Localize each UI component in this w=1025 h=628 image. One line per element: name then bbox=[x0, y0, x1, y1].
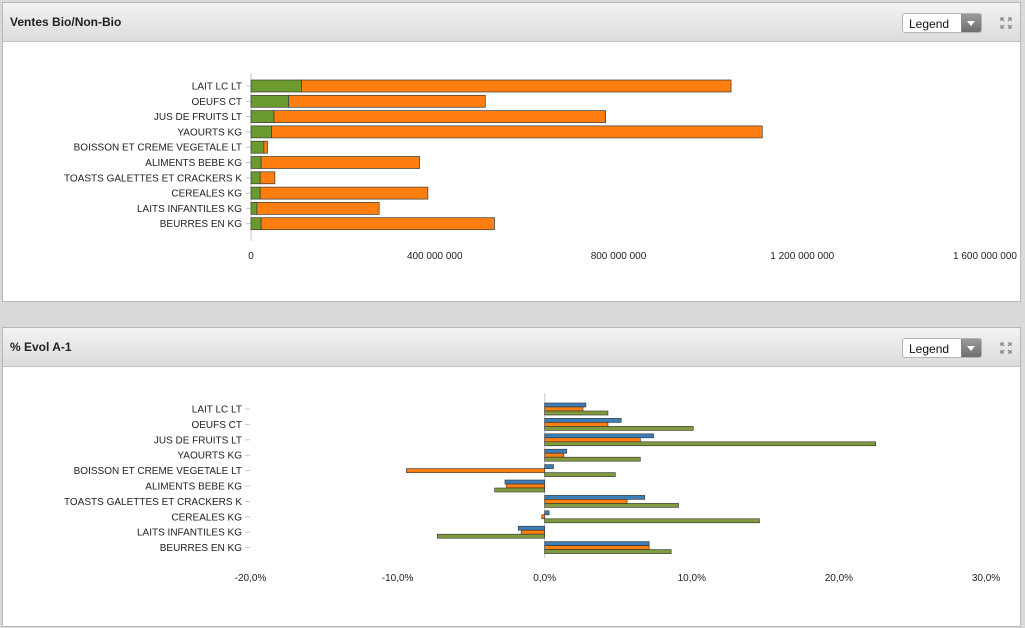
bar bbox=[544, 441, 876, 447]
bar-segment bbox=[250, 125, 273, 139]
category-label: OEUFS CT bbox=[191, 420, 242, 431]
bar bbox=[517, 525, 545, 531]
bar bbox=[544, 422, 609, 427]
bar bbox=[544, 472, 616, 477]
x-tick-label: -10,0% bbox=[382, 573, 414, 584]
bar bbox=[437, 533, 545, 539]
x-tick-label: 30,0% bbox=[972, 573, 1000, 584]
category-label: YAOURTS KG bbox=[177, 127, 242, 138]
bar-segment bbox=[256, 202, 380, 215]
bar-segment bbox=[250, 140, 265, 154]
chart-panel-ventes: Ventes Bio/Non-Bio Legend LAIT LC LT OEUF… bbox=[2, 2, 1021, 302]
bar bbox=[520, 529, 546, 535]
category-label: TOASTS GALETTES ET CRACKERS K bbox=[64, 497, 242, 508]
bar-segment bbox=[250, 110, 275, 123]
x-tick-label: 0 bbox=[248, 251, 254, 262]
x-tick-label: 10,0% bbox=[678, 573, 706, 584]
x-tick-label: 20,0% bbox=[825, 573, 853, 584]
bar-segment bbox=[250, 217, 262, 231]
bar bbox=[506, 483, 546, 489]
chevron-down-icon[interactable] bbox=[961, 339, 981, 357]
bar bbox=[544, 510, 550, 516]
x-tick-label: 1 600 000 000 bbox=[953, 251, 1017, 262]
bar-segment bbox=[273, 110, 606, 123]
bar-segment bbox=[263, 140, 268, 154]
bar bbox=[544, 499, 628, 504]
bar-segment bbox=[301, 79, 732, 93]
panel-header: Ventes Bio/Non-Bio Legend bbox=[3, 3, 1020, 42]
bar bbox=[544, 452, 565, 458]
bar-segment bbox=[259, 186, 429, 200]
category-label: ALIMENTS BEBE KG bbox=[145, 158, 242, 169]
bar bbox=[406, 468, 545, 473]
x-tick-label: 1 200 000 000 bbox=[770, 251, 834, 262]
bar-segment bbox=[260, 156, 420, 169]
bar bbox=[544, 426, 694, 431]
category-label: BEURRES EN KG bbox=[160, 219, 242, 230]
chart-panel-evol: % Evol A-1 Legend LAIT LC LT OEUFS CT JUS … bbox=[2, 327, 1021, 627]
bar-segment bbox=[250, 79, 302, 93]
bar bbox=[544, 464, 554, 469]
bar-segment bbox=[250, 186, 261, 200]
category-label: OEUFS CT bbox=[191, 97, 242, 108]
expand-icon[interactable] bbox=[999, 16, 1013, 30]
bar bbox=[541, 514, 545, 520]
panel-header: % Evol A-1 Legend bbox=[3, 328, 1020, 367]
legend-dropdown-label: Legend bbox=[909, 342, 950, 356]
category-label: CEREALES KG bbox=[171, 189, 242, 200]
category-label: LAIT LC LT bbox=[192, 405, 242, 416]
bar bbox=[544, 545, 650, 550]
x-tick-label: 800 000 000 bbox=[591, 251, 647, 262]
x-tick-label: -20,0% bbox=[235, 573, 267, 584]
category-label: CEREALES KG bbox=[171, 512, 242, 523]
bar bbox=[504, 479, 546, 485]
panel-title: % Evol A-1 bbox=[10, 340, 72, 354]
category-label: YAOURTS KG bbox=[177, 451, 242, 462]
bar-segment bbox=[250, 156, 262, 169]
bar-segment bbox=[271, 125, 763, 139]
bar bbox=[544, 402, 587, 408]
panel-title: Ventes Bio/Non-Bio bbox=[10, 15, 122, 29]
chart-ventes-bio-non-bio: LAIT LC LT OEUFS CT JUS DE FRUITS LT YAOURT… bbox=[64, 73, 1017, 262]
bar-segment bbox=[250, 171, 261, 185]
category-label: ALIMENTS BEBE KG bbox=[145, 482, 242, 493]
x-tick-label: 0,0% bbox=[533, 573, 556, 584]
bar-segment bbox=[288, 94, 486, 108]
category-label: TOASTS GALETTES ET CRACKERS K bbox=[64, 173, 242, 184]
bar bbox=[544, 541, 650, 546]
bar bbox=[544, 418, 622, 423]
legend-dropdown[interactable]: Legend bbox=[902, 338, 982, 358]
bar bbox=[544, 448, 568, 454]
expand-icon[interactable] bbox=[999, 341, 1013, 355]
category-label: BEURRES EN KG bbox=[160, 543, 242, 554]
category-label: BOISSON ET CREME VEGETALE LT bbox=[74, 466, 242, 477]
bar bbox=[544, 410, 609, 416]
category-label: LAITS INFANTILES KG bbox=[137, 204, 242, 215]
bar bbox=[544, 437, 641, 443]
category-label: JUS DE FRUITS LT bbox=[154, 435, 242, 446]
legend-dropdown-label: Legend bbox=[909, 17, 950, 31]
bar-segment bbox=[250, 202, 258, 215]
bar bbox=[544, 406, 584, 412]
category-label: JUS DE FRUITS LT bbox=[154, 112, 242, 123]
bar-segment bbox=[259, 171, 276, 185]
x-tick-label: 400 000 000 bbox=[407, 251, 463, 262]
chart-evol-a-1: LAIT LC LT OEUFS CT JUS DE FRUITS LT YAOURT… bbox=[64, 393, 1000, 584]
chevron-down-icon[interactable] bbox=[961, 14, 981, 32]
category-label: LAIT LC LT bbox=[192, 82, 242, 93]
bar bbox=[494, 487, 546, 493]
bar-segment bbox=[250, 94, 290, 108]
category-label: BOISSON ET CREME VEGETALE LT bbox=[74, 143, 242, 154]
bar bbox=[544, 456, 641, 462]
bar bbox=[544, 433, 654, 439]
bar bbox=[544, 503, 679, 508]
category-label: LAITS INFANTILES KG bbox=[137, 528, 242, 539]
bar-segment bbox=[260, 217, 495, 231]
bar bbox=[544, 495, 646, 500]
bar bbox=[544, 549, 672, 554]
legend-dropdown[interactable]: Legend bbox=[902, 13, 982, 33]
bar bbox=[544, 518, 760, 524]
